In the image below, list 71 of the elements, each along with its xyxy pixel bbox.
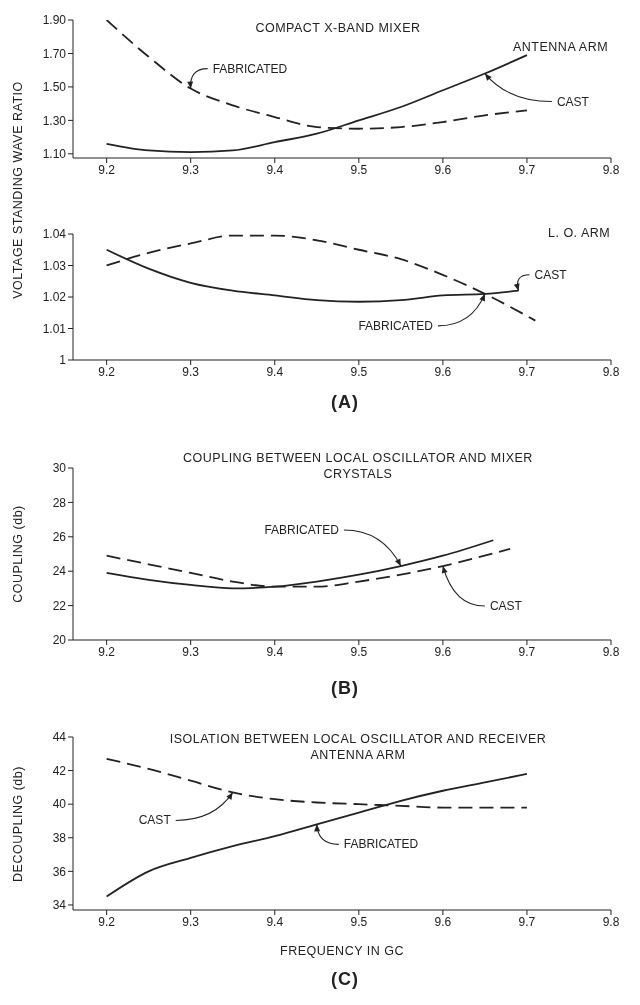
text: CAST: [489, 599, 523, 614]
y-tick-label: 1.10: [42, 147, 67, 162]
y-tick-label: 40: [52, 797, 67, 812]
x-tick-label: 9.4: [266, 162, 284, 177]
x-tick-label: 9.2: [98, 914, 116, 929]
x-tick-label: 9.7: [518, 162, 536, 177]
x-tick-label: 9.8: [602, 364, 620, 379]
y-tick-label: 1.70: [42, 46, 67, 61]
annotation: L. O. ARM: [548, 226, 611, 240]
chart-title: COMPACT X-BAND MIXER: [254, 20, 422, 36]
y-tick-label: 36: [52, 864, 67, 879]
chart-title: COUPLING BETWEEN LOCAL OSCILLATOR AND MIXER CRYSTALS: [182, 450, 534, 482]
chart-title: ISOLATION BETWEEN LOCAL OSCILLATOR AND RECEIVER ANTENNA ARM: [168, 731, 548, 763]
x-tick-label: 9.5: [350, 644, 368, 659]
y-tick-label: 1.01: [42, 321, 67, 336]
legend-label: CAST: [534, 267, 568, 282]
text: FABRICATED: [264, 523, 340, 538]
y-tick-label: 1.03: [42, 258, 67, 273]
x-tick-label: 9.2: [98, 162, 116, 177]
x-axis-title: FREQUENCY IN GC: [279, 944, 405, 958]
y-tick-label: 20: [52, 633, 67, 648]
x-tick-label: 9.4: [266, 914, 284, 929]
line-series: [105, 234, 537, 322]
y-tick-label: 44: [52, 730, 67, 745]
x-tick-label: 9.3: [182, 364, 200, 379]
text: (C): [330, 969, 360, 990]
y-tick-label: 1.04: [42, 227, 67, 242]
x-tick-label: 9.3: [182, 162, 200, 177]
y-tick-label: 34: [52, 898, 67, 913]
x-tick-label: 9.6: [434, 364, 452, 379]
x-tick-label: 9.7: [518, 914, 536, 929]
y-tick-label: 1: [59, 353, 67, 368]
x-tick-label: 9.2: [98, 644, 116, 659]
y-tick-label: 1.02: [42, 290, 67, 305]
x-tick-label: 9.7: [518, 364, 536, 379]
x-tick-label: 9.6: [434, 644, 452, 659]
series-label: FABRICATED: [343, 837, 419, 852]
x-tick-label: 9.8: [602, 644, 620, 659]
y-axis-title: DECOUPLING (db): [11, 765, 25, 882]
y-axis-title: COUPLING (db): [11, 505, 25, 603]
x-tick-label: 9.7: [518, 644, 536, 659]
text: (A): [330, 392, 360, 413]
y-axis-title: VOLTAGE STANDING WAVE RATIO: [11, 81, 25, 299]
x-tick-label: 9.3: [182, 914, 200, 929]
y-tick-label: 38: [52, 831, 67, 846]
x-tick-label: 9.6: [434, 162, 452, 177]
series-label: FABRICATED: [212, 61, 288, 76]
y-tick-label: 22: [52, 598, 67, 613]
x-tick-label: 9.8: [602, 914, 620, 929]
y-tick-label: 28: [52, 495, 67, 510]
x-tick-label: 9.5: [350, 914, 368, 929]
y-tick-label: 1.30: [42, 113, 67, 128]
annotation: ANTENNA ARM: [513, 40, 609, 54]
text: CAST: [138, 813, 172, 828]
text: (B): [330, 678, 360, 699]
x-tick-label: 9.6: [434, 914, 452, 929]
x-tick-label: 9.5: [350, 162, 368, 177]
y-tick-label: 30: [52, 461, 67, 476]
text: FABRICATED: [358, 318, 434, 333]
y-tick-label: 1.50: [42, 80, 67, 95]
text: CAST: [556, 94, 590, 109]
x-tick-label: 9.4: [266, 364, 284, 379]
x-tick-label: 9.5: [350, 364, 368, 379]
y-tick-label: 1.90: [42, 13, 67, 28]
y-tick-label: 42: [52, 763, 67, 778]
y-tick-label: 26: [52, 530, 67, 545]
x-tick-label: 9.4: [266, 644, 284, 659]
x-tick-label: 9.8: [602, 162, 620, 177]
y-tick-label: 24: [52, 564, 67, 579]
x-tick-label: 9.3: [182, 644, 200, 659]
x-tick-label: 9.2: [98, 364, 116, 379]
